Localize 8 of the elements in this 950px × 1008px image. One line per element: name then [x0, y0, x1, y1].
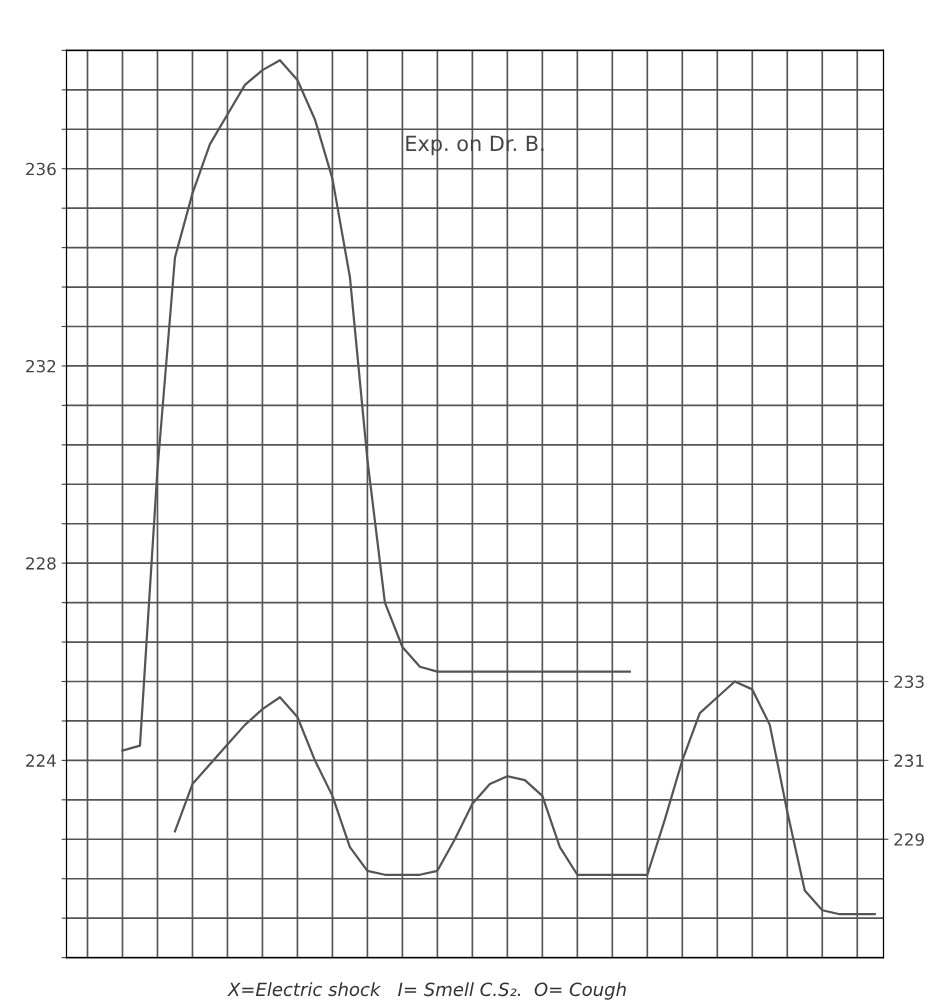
- y2-tick-label: 229: [894, 833, 924, 846]
- y-tick-label: 232: [26, 359, 56, 373]
- y-tick-label: 228: [26, 557, 56, 570]
- y-tick-label: 236: [26, 162, 56, 176]
- y-tick-label: 224: [26, 754, 56, 767]
- text: X=Electric shock I= Smell C.S₂. O= Cough: [227, 982, 626, 1000]
- y2-tick-label: 231: [894, 754, 924, 767]
- y2-tick-label: 233: [894, 675, 924, 689]
